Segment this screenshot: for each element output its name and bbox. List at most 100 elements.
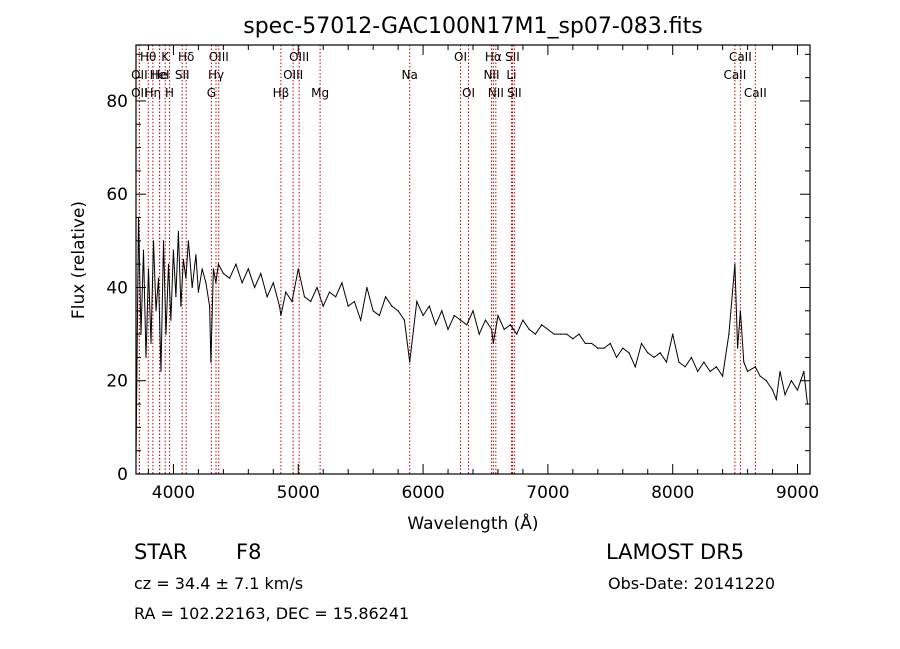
line-marker-label-16: Mg <box>311 86 329 100</box>
spectrum-point <box>409 361 411 363</box>
spectrum-point <box>397 310 399 312</box>
spectrum-point <box>737 347 739 349</box>
spectrum-point <box>205 282 207 284</box>
spectrum-point <box>609 342 611 345</box>
spectrum-point <box>360 319 362 321</box>
spectrum-point <box>453 314 455 317</box>
spectrum-point <box>187 240 190 242</box>
line-marker-label-15: Hβ <box>273 86 290 100</box>
spectrum-point <box>212 268 214 270</box>
spectrum-point <box>247 268 249 270</box>
spectrum-point <box>162 240 165 242</box>
spectrum-point <box>503 328 505 331</box>
line-marker-label-20: Hα <box>485 50 502 64</box>
spectrum-point <box>322 305 324 307</box>
spectrum-point <box>201 268 203 270</box>
spectrum-point <box>195 254 197 256</box>
line-marker-label-23: Li <box>506 68 516 82</box>
spectrum-point <box>403 319 405 321</box>
spectrum-point <box>291 300 293 303</box>
spectrum-point <box>152 240 155 242</box>
spectrum-point <box>491 328 493 331</box>
line-marker-label-18: OI <box>454 50 467 64</box>
spectrum-point <box>272 282 274 284</box>
spectrum-point <box>484 319 487 321</box>
line-marker-label-28: CaII <box>744 86 767 100</box>
line-marker-label-27: CaII <box>723 68 746 82</box>
spectrum-series-line <box>135 217 808 461</box>
spectrum-point <box>672 333 674 335</box>
redshift-value: cz = 34.4 ± 7.1 km/s <box>134 574 304 593</box>
spectrum-point <box>743 361 745 363</box>
spectrum-point <box>278 305 281 307</box>
spectrum-point <box>665 361 668 363</box>
spectrum-point <box>416 300 418 303</box>
spectrum-point <box>303 296 306 298</box>
spectrum-point <box>796 389 799 391</box>
spectrum-point <box>316 286 318 289</box>
spectrum-point <box>466 324 468 326</box>
spectrum-point <box>715 366 717 368</box>
line-marker-label-8: Hδ <box>178 50 194 64</box>
spectrum-point <box>615 356 618 359</box>
spectrum-point <box>197 291 200 293</box>
line-marker-label-0: Hθ <box>140 50 156 64</box>
chart-title: spec-57012-GAC100N17M1_sp07-083.fits <box>243 14 703 39</box>
spectrum-point <box>590 342 593 345</box>
spectrum-point <box>478 333 480 335</box>
spectrum-point <box>603 347 605 349</box>
spectrum-point <box>547 328 549 331</box>
line-marker-label-4: Hη <box>145 86 162 100</box>
spectrum-point <box>647 352 649 354</box>
spectrum-point <box>447 328 449 331</box>
spectrum-point <box>703 361 705 363</box>
spectrum-point <box>516 333 518 335</box>
spectrum-point <box>280 314 282 317</box>
spectrum-point <box>217 263 219 265</box>
line-marker-label-24: NII <box>488 86 504 100</box>
spectrum-point <box>734 263 736 265</box>
y-tick-label: 80 <box>106 92 128 112</box>
spectrum-point <box>578 333 580 335</box>
spectrum-point <box>434 324 437 326</box>
spectrum-point <box>628 352 630 354</box>
spectrum-point <box>235 263 237 265</box>
spectrum-point <box>771 389 774 391</box>
y-tick-label: 40 <box>106 278 128 298</box>
line-marker-label-22: NII <box>483 68 499 82</box>
spectrum-point <box>210 361 212 363</box>
spectrum-point <box>640 342 643 345</box>
spectrum-point <box>215 282 217 284</box>
spectrum-point <box>541 324 543 326</box>
line-marker-label-2: OII <box>131 86 148 100</box>
spectrum-point <box>697 370 699 373</box>
spectrum-point <box>209 305 211 307</box>
line-marker-label-7: HeI <box>150 68 170 82</box>
spectrum-point <box>157 277 160 279</box>
coordinates: RA = 102.22163, DEC = 15.86241 <box>134 604 410 623</box>
line-marker-label-10: OIII <box>209 50 229 64</box>
spectrum-point <box>566 333 568 335</box>
spectrum-point <box>441 310 443 312</box>
spectrum-point <box>790 380 792 382</box>
x-tick-label: 9000 <box>776 483 819 503</box>
spectrum-point <box>353 300 356 303</box>
line-marker-label-3: He <box>151 68 167 82</box>
spectrum-point <box>328 291 331 293</box>
spectrum-point <box>653 356 655 359</box>
line-marker-label-19: OI <box>462 86 475 100</box>
spectrum-point <box>690 356 693 359</box>
spectrum-point <box>746 370 749 373</box>
spectrum-point <box>722 375 724 377</box>
spectrum-point <box>175 296 177 298</box>
spectrum-point <box>559 333 561 335</box>
spectrum-point <box>180 305 182 307</box>
spectrum-point <box>170 319 172 321</box>
y-axis-label: Flux (relative) <box>69 201 89 319</box>
spectrum-point <box>385 296 387 298</box>
y-tick-label: 60 <box>106 185 128 205</box>
spectrum-point <box>659 352 661 354</box>
line-marker-label-9: SII <box>175 68 190 82</box>
line-marker-label-25: SII <box>507 86 522 100</box>
